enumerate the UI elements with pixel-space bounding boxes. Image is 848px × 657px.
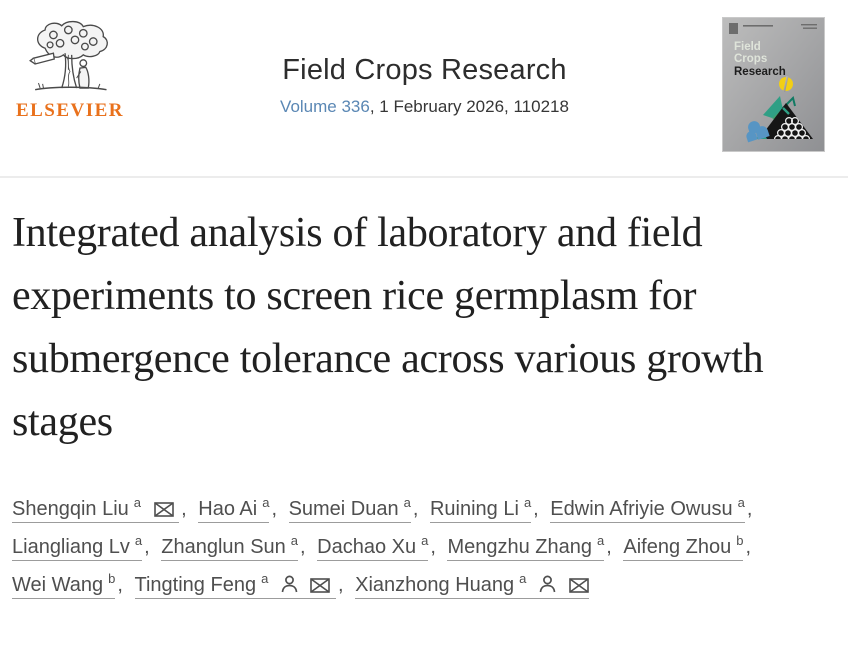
- elsevier-tree-icon: [14, 20, 126, 98]
- cover-mini-logo: [729, 23, 817, 34]
- author-name: Xianzhong Huang: [355, 574, 515, 596]
- email-icon: [310, 578, 331, 593]
- author-name: Liangliang Lv: [12, 536, 130, 558]
- email-icon: [568, 578, 589, 593]
- journal-cover-thumbnail[interactable]: Field Crops Research: [723, 18, 824, 151]
- author-name: Shengqin Liu: [12, 498, 129, 520]
- author-name: Tingting Feng: [134, 574, 257, 596]
- author-affiliation-sup: a: [261, 571, 269, 587]
- author-affiliation-sup: a: [523, 495, 532, 511]
- author-name: Hao Ai: [198, 498, 258, 520]
- author-affiliation-sup: a: [421, 533, 429, 549]
- author-separator: ,: [745, 536, 752, 558]
- author-affiliation-sup: a: [262, 495, 270, 511]
- person-icon: [539, 575, 556, 593]
- author-name: Dachao Xu: [317, 536, 417, 558]
- author-affiliation-sup: b: [108, 571, 116, 587]
- author-link[interactable]: Xianzhong Huang a: [355, 571, 589, 599]
- cover-art-sun: [779, 75, 793, 92]
- cover-title-field: Field: [734, 41, 761, 53]
- author-name: Wei Wang: [12, 574, 104, 596]
- author-name: Edwin Afriyie Owusu: [550, 498, 733, 520]
- author-name: Sumei Duan: [288, 498, 399, 520]
- journal-header: ELSEVIER Field Crops Research Volume 336…: [0, 0, 848, 160]
- author-separator: ,: [144, 536, 156, 558]
- cover-title-research: Research: [734, 66, 786, 78]
- author-name: Mengzhu Zhang: [447, 536, 593, 558]
- author-affiliation-sup: a: [403, 495, 411, 511]
- elsevier-wordmark: ELSEVIER: [15, 100, 125, 121]
- author-link[interactable]: Liangliang Lv a: [12, 533, 143, 561]
- author-separator: ,: [412, 498, 424, 520]
- author-affiliation-sup: a: [133, 495, 142, 511]
- author-affiliation-sup: a: [519, 571, 527, 587]
- author-link[interactable]: Mengzhu Zhang a: [447, 533, 605, 561]
- author-affiliation-sup: b: [736, 533, 744, 549]
- author-list: Shengqin Liu a , Hao Ai a, Sumei Duan a, Ru…: [12, 490, 834, 604]
- author-separator: ,: [271, 498, 283, 520]
- header-divider: [0, 176, 848, 178]
- author-separator: ,: [606, 536, 618, 558]
- author-separator: ,: [746, 498, 753, 520]
- cover-title-crops: Crops: [734, 53, 767, 65]
- author-separator: ,: [338, 574, 350, 596]
- author-separator: ,: [300, 536, 312, 558]
- article-title: Integrated analysis of laboratory and fi…: [12, 210, 764, 445]
- volume-link[interactable]: Volume 336: [280, 97, 370, 116]
- author-affiliation-sup: a: [290, 533, 299, 549]
- email-icon: [153, 502, 174, 517]
- author-link[interactable]: Dachao Xu a: [317, 533, 429, 561]
- author-name: Ruining Li: [429, 498, 519, 520]
- author-link[interactable]: Wei Wang b: [12, 571, 116, 599]
- author-link[interactable]: Hao Ai a: [198, 495, 270, 523]
- author-link[interactable]: Edwin Afriyie Owusu a: [550, 495, 745, 523]
- author-name: Aifeng Zhou: [623, 536, 732, 558]
- author-separator: ,: [533, 498, 545, 520]
- author-affiliation-sup: a: [737, 495, 745, 511]
- journal-meta: Field Crops Research Volume 336, 1 Febru…: [126, 16, 723, 117]
- author-affiliation-sup: a: [134, 533, 143, 549]
- journal-name-link[interactable]: Field Crops Research: [282, 54, 567, 86]
- author-separator: ,: [430, 536, 442, 558]
- author-link[interactable]: Shengqin Liu a: [12, 495, 180, 523]
- author-separator: ,: [117, 574, 129, 596]
- volume-line: Volume 336, 1 February 2026, 110218: [126, 97, 723, 117]
- person-icon: [281, 575, 298, 593]
- issue-details: , 1 February 2026, 110218: [369, 97, 569, 116]
- publisher-logo[interactable]: ELSEVIER: [14, 16, 126, 122]
- author-link[interactable]: Sumei Duan a: [288, 495, 411, 523]
- author-link[interactable]: Aifeng Zhou b: [623, 533, 744, 561]
- author-affiliation-sup: a: [597, 533, 605, 549]
- author-link[interactable]: Tingting Feng a: [134, 571, 336, 599]
- author-link[interactable]: Ruining Li a: [429, 495, 532, 523]
- author-name: Zhanglun Sun: [161, 536, 286, 558]
- author-separator: ,: [181, 498, 193, 520]
- author-link[interactable]: Zhanglun Sun a: [161, 533, 299, 561]
- cover-art-water: [746, 121, 770, 143]
